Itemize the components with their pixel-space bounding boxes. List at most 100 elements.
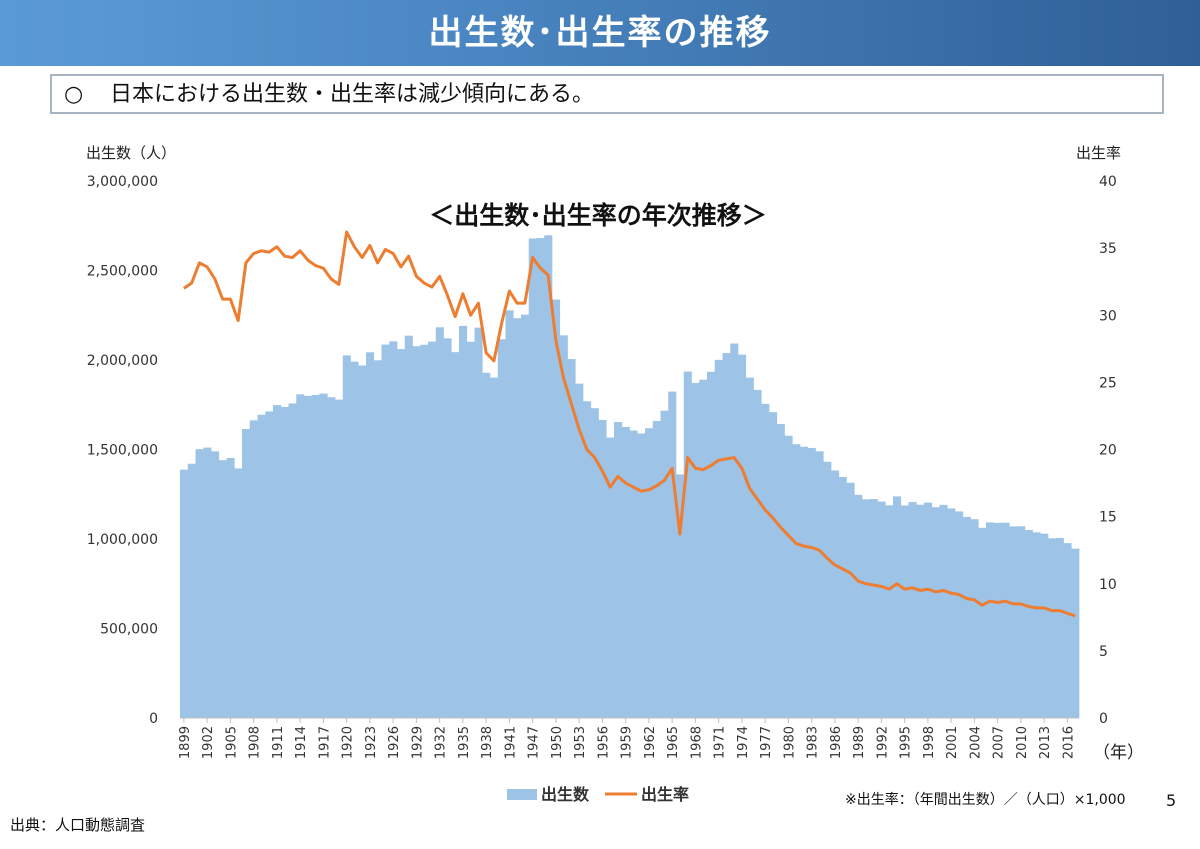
birth-count-bar	[373, 360, 382, 718]
x-tick-label: 2004	[968, 726, 983, 759]
y-right-tick-label: 25	[1099, 375, 1117, 391]
birth-count-bar	[211, 451, 220, 718]
x-tick-label: 1959	[620, 726, 635, 759]
y-left-tick-label: 1,000,000	[87, 532, 158, 548]
birth-count-bar	[838, 476, 847, 718]
x-tick-label: 1950	[550, 726, 565, 759]
birth-count-bar	[761, 403, 770, 718]
birth-count-bar	[730, 343, 739, 718]
birth-count-bar	[986, 522, 995, 718]
birth-count-bar	[916, 504, 925, 718]
x-tick-label: 1923	[364, 726, 379, 759]
title-banner: 出生数･出生率の推移	[0, 0, 1200, 66]
x-axis-unit-label: （年）	[1093, 743, 1144, 763]
x-tick-label: 1983	[806, 726, 821, 759]
y-left-tick-label: 500,000	[100, 622, 158, 638]
birth-count-bar	[257, 414, 266, 718]
birth-count-bar	[978, 527, 987, 718]
y-left-tick-label: 2,500,000	[87, 264, 158, 280]
x-tick-label: 2010	[1015, 726, 1030, 759]
x-tick-label: 1977	[759, 726, 774, 759]
x-tick-label: 1926	[387, 726, 402, 759]
birth-count-bar	[218, 460, 227, 718]
x-tick-label: 2001	[945, 726, 960, 759]
birth-rate-line	[183, 230, 1076, 618]
birth-count-bar	[862, 499, 871, 718]
birth-rate-series-line	[183, 230, 1076, 618]
birth-count-bar	[1055, 537, 1064, 718]
y-right-tick-label: 40	[1099, 174, 1117, 190]
y-right-tick-label: 20	[1099, 443, 1117, 459]
birth-count-bar	[358, 365, 367, 718]
birth-count-bar	[397, 349, 406, 718]
y-left-tick-label: 3,000,000	[87, 174, 158, 190]
birth-count-bar	[776, 423, 785, 718]
axes: 0 500,000 1,000,000 1,500,000 2,000,000 2,500…	[87, 174, 1117, 759]
page-number: 5	[1166, 791, 1177, 810]
birth-count-bar	[885, 505, 894, 718]
summary-text: 日本における出生数・出生率は減少傾向にある。	[110, 82, 595, 107]
birth-count-bar	[699, 379, 708, 718]
birth-count-bar	[823, 461, 832, 718]
x-tick-label: 1938	[480, 726, 495, 759]
birth-count-bars	[180, 235, 1080, 719]
birth-count-bar	[1040, 533, 1049, 718]
birth-count-bar	[528, 238, 537, 718]
birth-count-bar	[451, 352, 460, 718]
birth-count-bar	[606, 437, 615, 718]
x-tick-label: 2007	[992, 726, 1007, 759]
birth-count-bar	[180, 469, 189, 718]
birth-count-bar	[955, 511, 964, 718]
birth-count-bar	[273, 405, 282, 718]
birth-count-bar	[187, 463, 196, 718]
x-tick-label: 1968	[689, 726, 704, 759]
x-tick-label: 1980	[782, 726, 797, 759]
birth-count-bar	[714, 359, 723, 718]
birth-count-bar	[195, 449, 204, 718]
birth-count-bar	[931, 507, 940, 718]
birth-count-bar	[792, 444, 801, 718]
x-tick-label: 1956	[596, 726, 611, 759]
x-tick-label: 1989	[852, 726, 867, 759]
x-tick-label: 1899	[178, 726, 193, 759]
birth-count-bar	[296, 394, 305, 718]
birth-count-bar	[226, 457, 235, 718]
birth-count-bar	[970, 519, 979, 718]
birth-count-bar	[993, 522, 1002, 718]
birth-count-bar	[513, 318, 522, 718]
birth-count-bar	[505, 310, 514, 718]
birth-count-bar	[854, 494, 863, 718]
x-tick-label: 1998	[922, 726, 937, 759]
birth-count-bar	[435, 327, 444, 718]
birth-count-bar	[939, 504, 948, 718]
birth-count-bar	[745, 377, 754, 718]
summary-box: ○ 日本における出生数・出生率は減少傾向にある。	[50, 74, 1164, 114]
y-left-tick-label: 1,500,000	[87, 443, 158, 459]
birth-count-bar	[583, 401, 592, 718]
birth-count-bar	[900, 505, 909, 718]
y-left-tick-label: 2,000,000	[87, 353, 158, 369]
birth-count-bar	[234, 468, 243, 718]
y-right-tick-label: 5	[1099, 644, 1108, 660]
birth-count-bar	[319, 393, 328, 718]
birth-count-bar	[1032, 532, 1041, 718]
birth-count-bar	[327, 397, 336, 718]
chart-title: ＜出生数･出生率の年次推移＞	[429, 201, 767, 230]
birth-count-bar	[924, 502, 933, 718]
birth-count-bar	[893, 496, 902, 718]
birth-count-bar	[722, 353, 731, 718]
birth-count-bar	[443, 338, 452, 718]
birth-count-bar	[242, 429, 251, 718]
birth-count-bar	[521, 314, 530, 718]
x-tick-label: 1992	[875, 726, 890, 759]
y-right-tick-label: 15	[1099, 510, 1117, 526]
birth-count-bar	[288, 403, 297, 718]
birth-count-bar	[490, 377, 499, 718]
slide-title: 出生数･出生率の推移	[428, 13, 772, 53]
x-tick-label: 1953	[573, 726, 588, 759]
legend-line: 出生率	[605, 785, 689, 804]
legend-bar: 出生数	[507, 785, 590, 804]
birth-count-bar	[637, 433, 646, 718]
x-tick-label: 2016	[1061, 726, 1076, 759]
birth-count-bar	[420, 344, 429, 718]
